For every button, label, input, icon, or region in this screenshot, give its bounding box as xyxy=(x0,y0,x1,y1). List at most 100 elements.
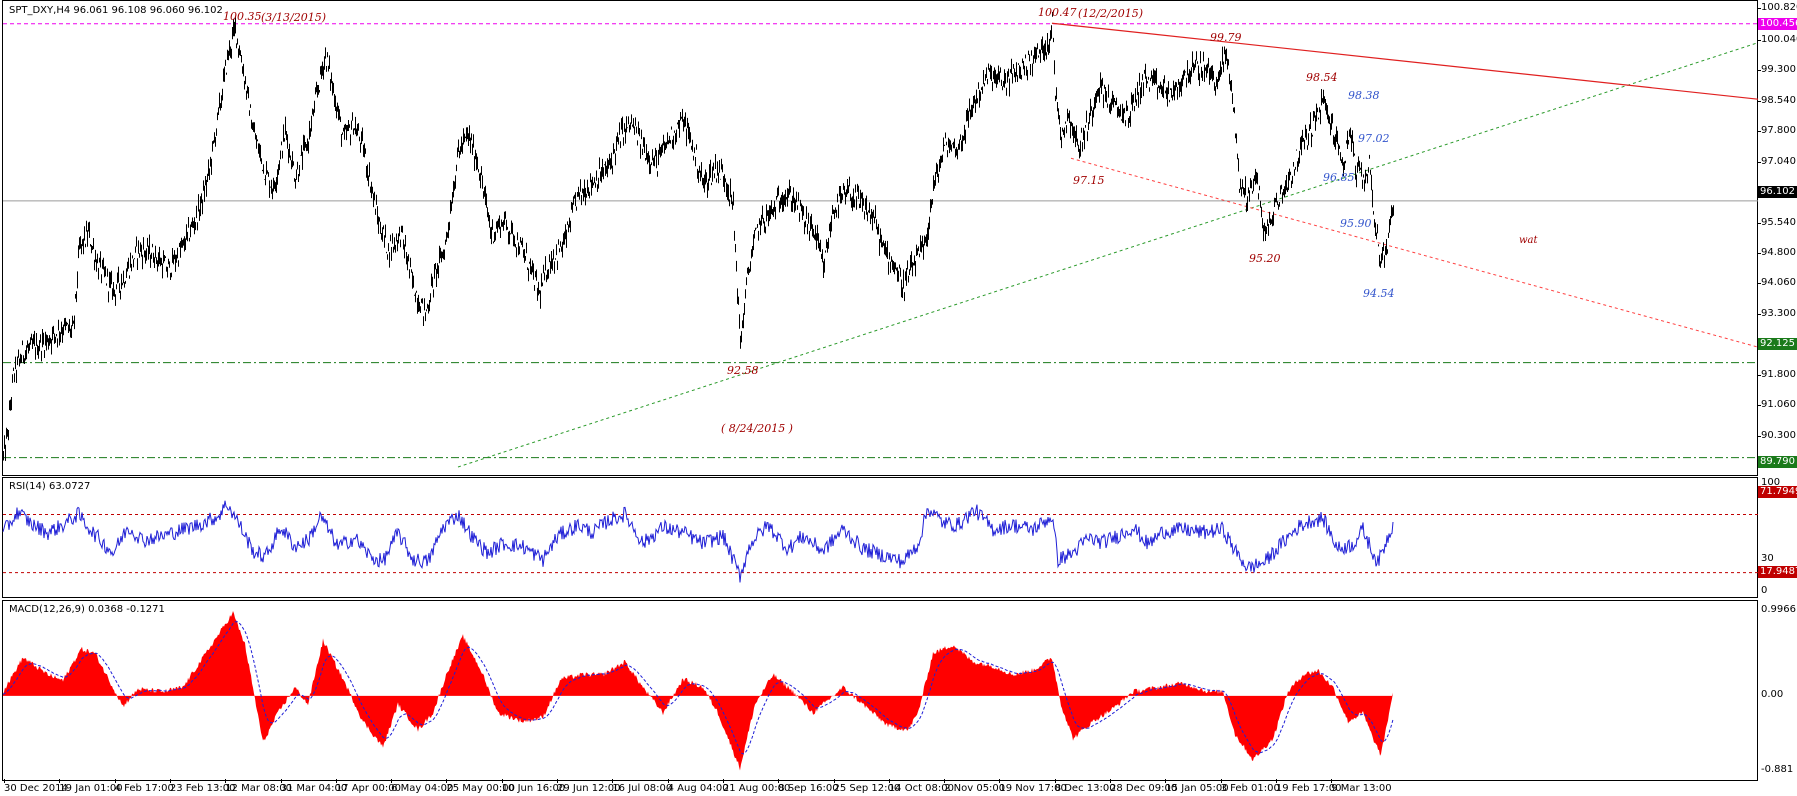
time-axis-tickmark xyxy=(557,779,558,783)
price-chart[interactable] xyxy=(3,1,1760,477)
time-axis-label: 25 May 00:00 xyxy=(446,783,515,794)
price-pane[interactable]: SPT_DXY,H4 96.061 96.108 96.060 96.102 1… xyxy=(2,0,1760,477)
annotation-low-value: 92.58 xyxy=(727,364,759,377)
time-axis-label: 29 Jun 12:00 xyxy=(557,783,621,794)
price-axis-tickmark xyxy=(1758,374,1761,376)
time-axis-label: 31 Mar 04:00 xyxy=(280,783,348,794)
time-axis-label: 8 Sep 16:00 xyxy=(778,783,839,794)
time-axis-label: 17 Apr 00:00 xyxy=(335,783,401,794)
time-axis-label: 25 Sep 12:00 xyxy=(833,783,901,794)
time-axis-tickmark xyxy=(778,779,780,783)
macd-axis-tick-label: 0.00 xyxy=(1761,688,1784,700)
green-trendline xyxy=(457,41,1760,468)
annotation-low-date: ( 8/24/2015 ) xyxy=(721,422,793,435)
time-axis-tickmark xyxy=(1220,779,1222,783)
time-axis-tickmark xyxy=(169,779,171,783)
chart-title: SPT_DXY,H4 96.061 96.108 96.060 96.102 xyxy=(9,5,223,16)
price-axis-tick-label: 97.040 xyxy=(1761,155,1796,167)
price-axis-tickmark xyxy=(1758,39,1761,41)
rsi-pane[interactable]: RSI(14) 63.0727 xyxy=(2,477,1759,599)
macd-signal-line xyxy=(2,621,1394,755)
time-axis-label: 3 Feb 01:00 xyxy=(1220,783,1280,794)
magenta-level-tag: 100.456 xyxy=(1758,18,1797,30)
macd-chart[interactable] xyxy=(2,601,1759,782)
time-axis-tickmark xyxy=(225,779,227,783)
price-axis-tick-label: 98.540 xyxy=(1761,94,1796,106)
time-axis-label: 19 Jan 01:00 xyxy=(59,783,123,794)
time-axis-tickmark xyxy=(4,779,5,783)
time-axis-label: 4 Aug 04:00 xyxy=(667,783,729,794)
annotation-9854: 98.54 xyxy=(1306,71,1338,84)
time-axis-label: 15 Jan 05:00 xyxy=(1165,783,1229,794)
price-axis-tick-label: 99.300 xyxy=(1761,63,1796,75)
green-level-tag-2: 89.790 xyxy=(1758,456,1797,468)
rsi-axis-tick-label: 0 xyxy=(1761,585,1768,596)
rsi-line xyxy=(2,500,1394,583)
time-axis-tickmark xyxy=(59,779,61,783)
time-axis-tickmark xyxy=(335,779,337,783)
price-axis-tickmark xyxy=(1758,130,1761,132)
time-axis-tickmark xyxy=(1110,779,1111,783)
rsi-title: RSI(14) 63.0727 xyxy=(9,481,91,492)
time-axis-tickmark xyxy=(667,779,669,783)
time-axis-label: 9 Mar 13:00 xyxy=(1331,783,1392,794)
rsi-lower-tag: 17.9487 xyxy=(1758,566,1797,578)
time-axis-label: 8 Dec 13:00 xyxy=(1054,783,1116,794)
price-axis-tick-label: 94.800 xyxy=(1761,246,1796,258)
macd-pane[interactable]: MACD(12,26,9) 0.0368 -0.1271 xyxy=(2,600,1758,781)
price-axis-tickmark xyxy=(1758,69,1761,71)
time-axis-label: 23 Feb 13:00 xyxy=(169,783,236,794)
time-axis-tickmark xyxy=(1165,779,1167,783)
price-axis-tickmark xyxy=(1758,313,1761,315)
price-series xyxy=(3,12,1394,461)
time-axis-tickmark xyxy=(722,779,724,783)
price-axis-tickmark xyxy=(1758,8,1761,9)
price-axis-tick-label: 93.300 xyxy=(1761,307,1796,319)
price-axis-tickmark xyxy=(1758,252,1761,254)
time-axis-tickmark xyxy=(999,779,1001,783)
time-axis-label: 16 Jul 08:00 xyxy=(612,783,673,794)
annotation-9715: 97.15 xyxy=(1073,174,1105,187)
price-axis-tick-label: 91.800 xyxy=(1761,368,1796,380)
time-axis-tickmark xyxy=(280,779,282,783)
price-axis-tick-label: 100.040 xyxy=(1761,33,1797,45)
time-axis-tickmark xyxy=(944,779,946,783)
time-axis-tickmark xyxy=(501,779,503,783)
annotation-high1-date: (3/13/2015) xyxy=(261,11,326,24)
time-axis-tickmark xyxy=(1331,779,1333,783)
macd-y-axis: 0.9966 0.00 -0.881 xyxy=(1758,600,1797,781)
time-axis-label: 14 Oct 08:00 xyxy=(888,783,954,794)
price-axis-tickmark xyxy=(1758,100,1761,102)
price-axis-tickmark xyxy=(1758,404,1761,406)
price-axis-tickmark xyxy=(1758,435,1761,437)
time-axis-label: 19 Nov 17:00 xyxy=(999,783,1067,794)
annotation-high2-date: (12/2/2015) xyxy=(1078,7,1143,20)
time-axis-label: 2 Nov 05:00 xyxy=(944,783,1006,794)
time-axis-tickmark xyxy=(888,779,890,783)
resistance-trendline xyxy=(1051,22,1760,100)
price-axis-tick-label: 95.540 xyxy=(1761,216,1796,228)
annotation-high1-value: 100.35 xyxy=(223,10,262,23)
price-axis-tick-label: 100.820 xyxy=(1761,2,1797,13)
time-axis-label: 6 May 04:00 xyxy=(391,783,454,794)
support-trendline xyxy=(1070,157,1760,348)
macd-axis-tick-label: 0.9966 xyxy=(1761,604,1796,615)
macd-histogram xyxy=(3,611,1393,771)
time-axis-tickmark xyxy=(1054,779,1056,783)
annotation-wat: wat xyxy=(1519,235,1538,246)
green-level-tag-1: 92.125 xyxy=(1758,338,1797,350)
time-axis-label: 30 Dec 2014 xyxy=(4,783,68,794)
time-axis-tickmark xyxy=(391,779,393,783)
rsi-chart[interactable] xyxy=(2,478,1759,599)
annotation-9979: 99.79 xyxy=(1210,31,1242,44)
macd-axis-tick-label: -0.881 xyxy=(1761,764,1794,775)
time-axis-label: 12 Mar 08:00 xyxy=(225,783,292,794)
rsi-axis-tick-label: 30 xyxy=(1761,552,1774,564)
time-axis-tickmark xyxy=(612,779,614,783)
price-y-axis: 100.820 100.040 99.300 98.540 97.800 97.040 96… xyxy=(1758,0,1797,476)
price-axis-tickmark xyxy=(1758,222,1761,224)
annotation-9520: 95.20 xyxy=(1249,252,1281,265)
time-axis-tickmark xyxy=(1275,779,1277,783)
annotation-9454: 94.54 xyxy=(1363,287,1395,300)
price-axis-tick-label: 97.800 xyxy=(1761,124,1796,136)
